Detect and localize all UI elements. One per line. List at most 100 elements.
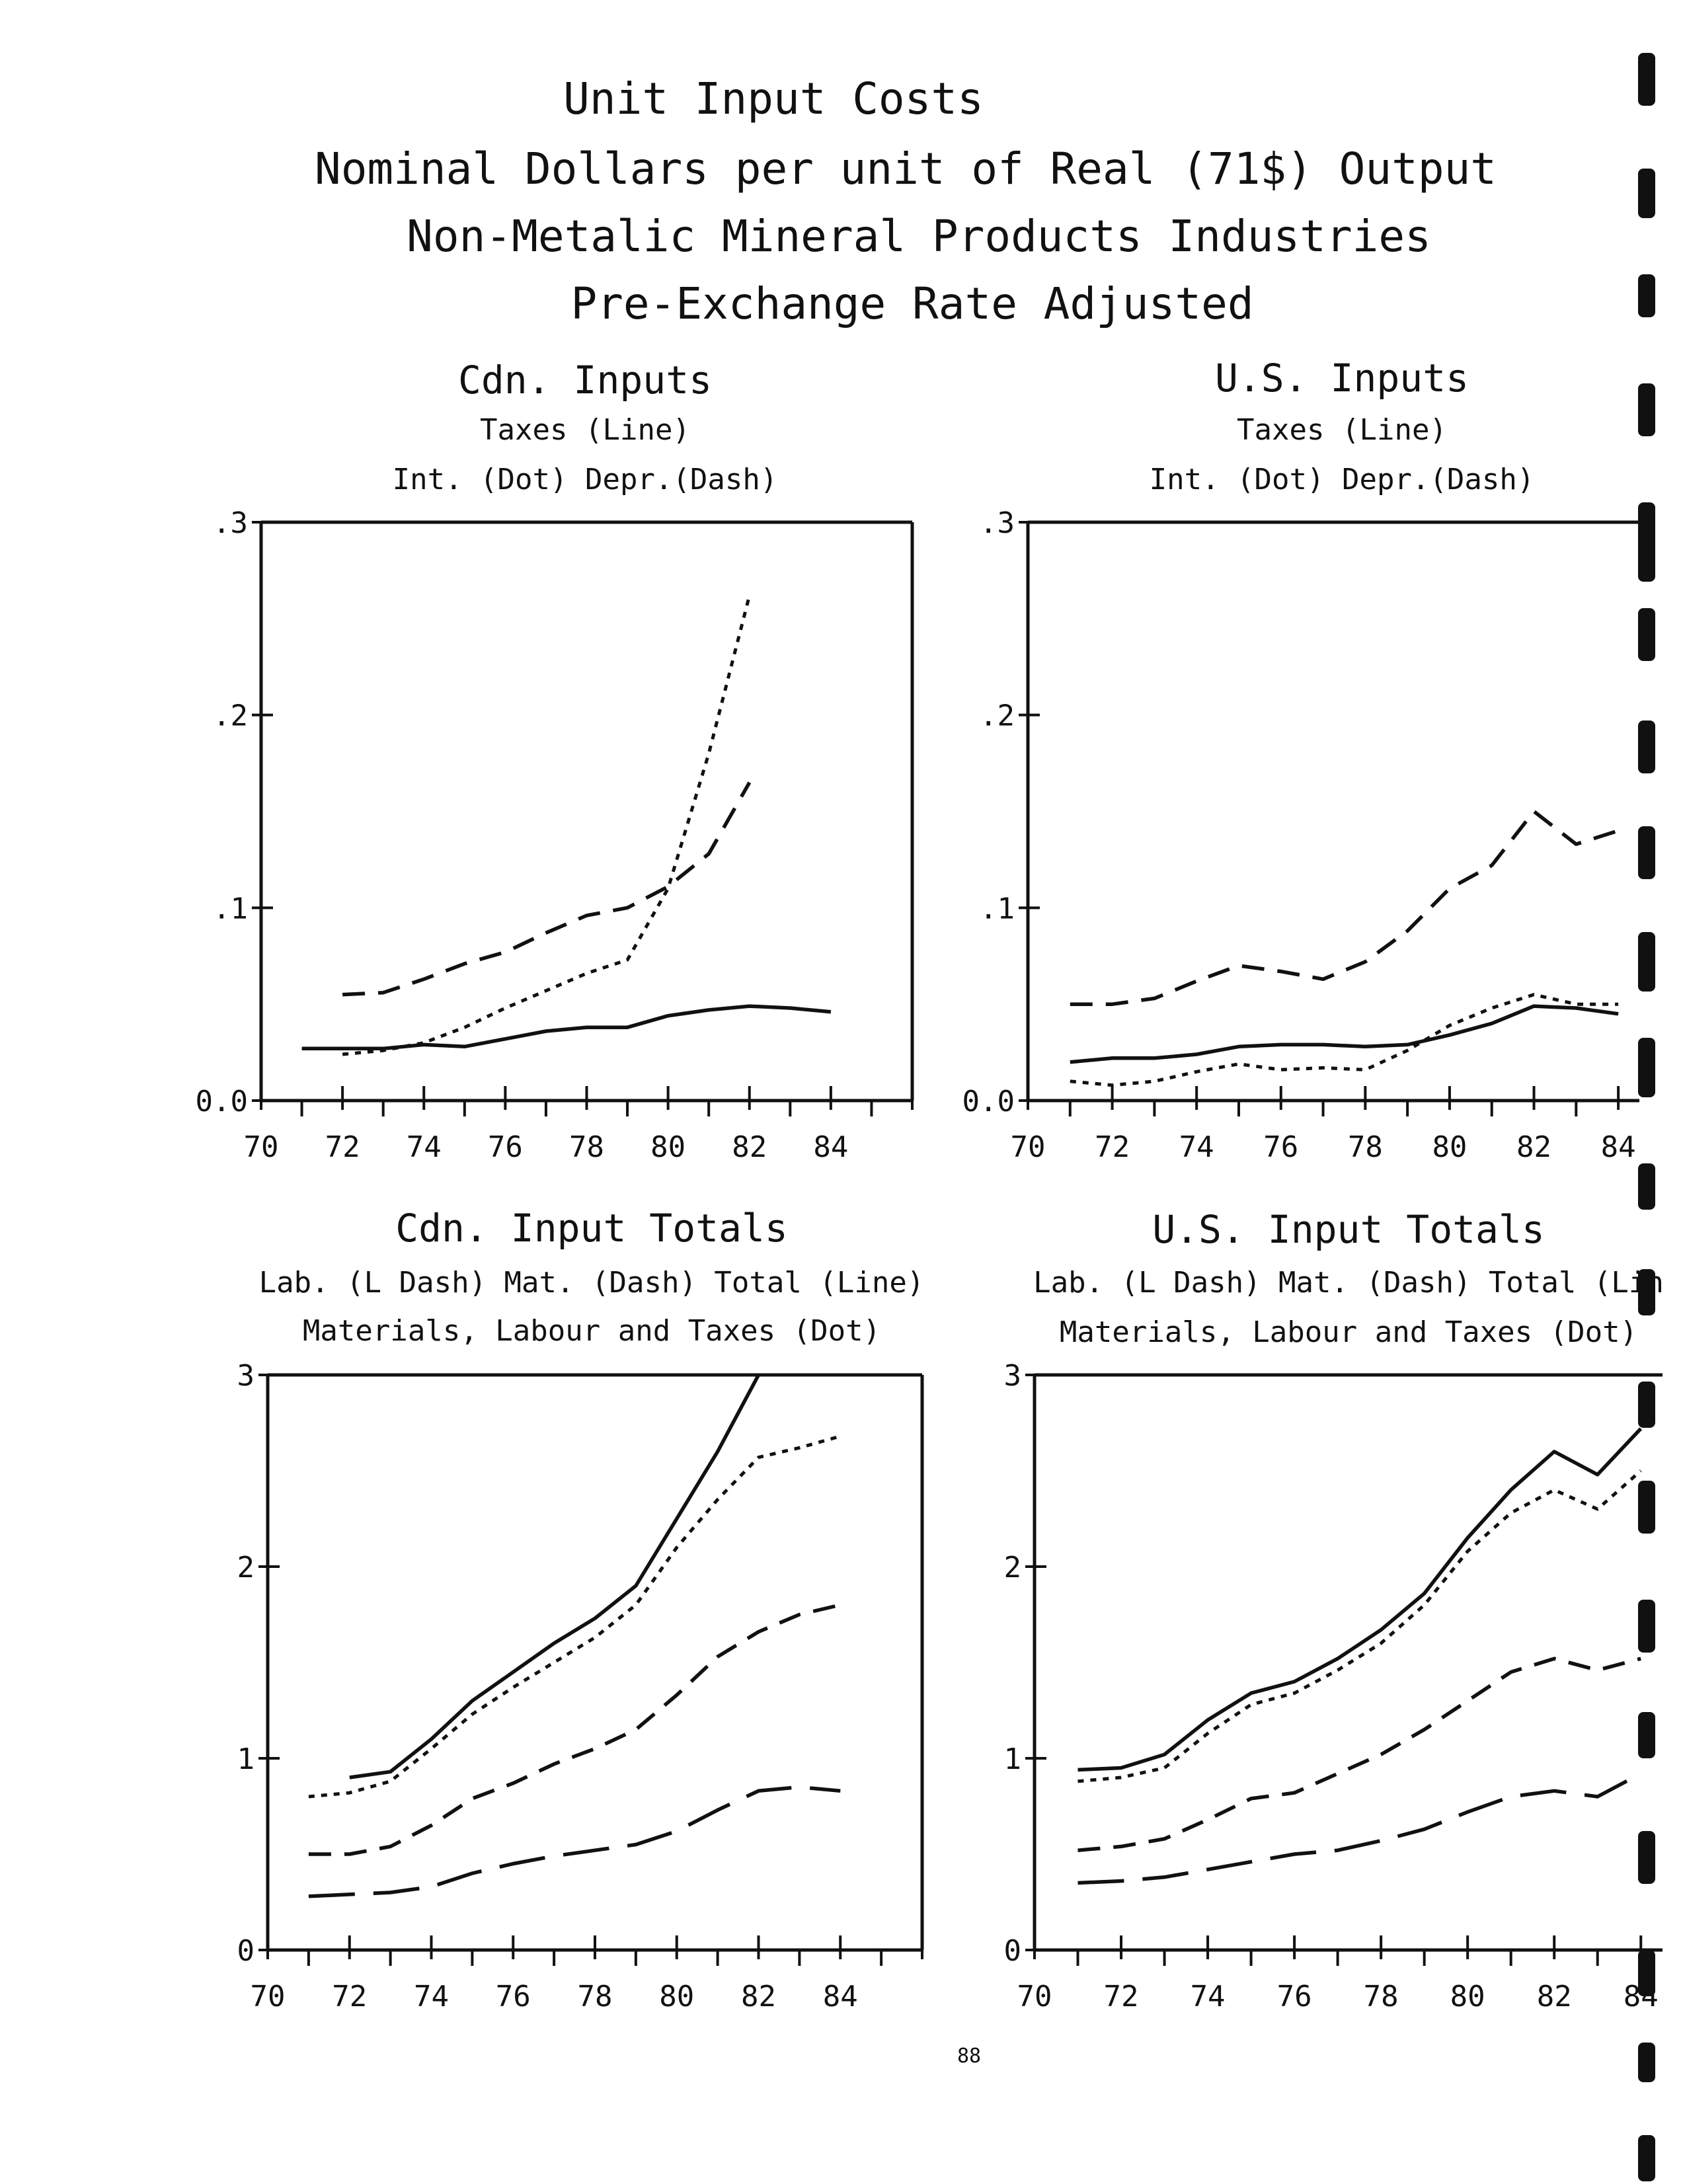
binder-mark <box>1638 1831 1655 1884</box>
series-line-depr <box>342 781 752 997</box>
x-tick-label: 84 <box>823 1980 858 2013</box>
chart-cdn-inputs: Cdn. Inputs Taxes (Line) Int. (Dot) Depr.(… <box>196 358 914 1164</box>
y-tick-label: 2 <box>237 1551 255 1584</box>
y-tick-label: .3 <box>213 506 248 540</box>
series-line-materials-labour-and-taxes <box>1077 1469 1642 1783</box>
y-tick-label: 3 <box>237 1359 255 1393</box>
binder-mark <box>1638 608 1655 661</box>
x-tick-label: 82 <box>1537 1980 1572 2013</box>
x-tick-label: 80 <box>659 1980 694 2013</box>
page-number: 88 <box>957 2045 981 2068</box>
binder-mark <box>1638 1481 1655 1534</box>
y-tick-label: 2 <box>1004 1551 1022 1584</box>
main-title-line-4: Pre-Exchange Rate Adjusted <box>570 278 1253 329</box>
binder-mark <box>1638 274 1655 317</box>
x-tick-label: 84 <box>813 1130 848 1164</box>
x-tick-label: 76 <box>488 1130 523 1164</box>
binder-mark <box>1638 932 1655 992</box>
series-line-mat <box>308 1603 841 1856</box>
x-tick-label: 70 <box>1017 1980 1052 2013</box>
y-tick-label: .2 <box>980 699 1015 733</box>
y-tick-label: 0.0 <box>196 1085 248 1118</box>
x-tick-label: 74 <box>1191 1980 1226 2013</box>
x-tick-label: 74 <box>1179 1130 1214 1164</box>
series-line-total <box>349 1374 760 1779</box>
legend-line: Lab. (L Dash) Mat. (Dash) Total (Line) <box>259 1266 925 1300</box>
y-tick-label: 0.0 <box>962 1085 1015 1118</box>
binder-mark <box>1638 383 1655 436</box>
chart-title: U.S. Inputs <box>1215 356 1469 401</box>
x-tick-label: 76 <box>496 1980 531 2013</box>
y-tick-label: .1 <box>980 892 1015 925</box>
legend-line: Materials, Labour and Taxes (Dot) <box>303 1314 881 1348</box>
series-line-lab <box>308 1785 841 1898</box>
legend-line: Materials, Labour and Taxes (Dot) <box>1060 1315 1637 1349</box>
x-tick-label: 82 <box>1516 1130 1551 1164</box>
legend-line: Taxes (Line) <box>480 413 690 447</box>
binder-mark <box>1638 1950 1655 1996</box>
y-tick-label: 0 <box>237 1934 255 1968</box>
x-tick-label: 78 <box>1364 1980 1399 2013</box>
chart-title: Cdn. Inputs <box>458 358 712 403</box>
binder-mark <box>1638 721 1655 773</box>
binder-mark <box>1638 1600 1655 1653</box>
x-tick-label: 78 <box>569 1130 604 1164</box>
chart-us-inputs: U.S. Inputs Taxes (Line) Int. (Dot) Depr.(… <box>962 356 1639 1164</box>
x-tick-label: 80 <box>1450 1980 1485 2013</box>
binder-mark <box>1638 502 1655 582</box>
series-line-materials-labour-and-taxes <box>308 1434 841 1799</box>
y-tick-label: .2 <box>213 699 248 733</box>
x-tick-label: 82 <box>732 1130 767 1164</box>
x-tick-label: 84 <box>1601 1130 1636 1164</box>
chart-us-input-totals: U.S. Input Totals Lab. (L Dash) Mat. (Das… <box>1004 1207 1664 2013</box>
y-tick-label: .1 <box>213 892 248 925</box>
legend-line: Lab. (L Dash) Mat. (Dash) Total (Lin <box>1033 1266 1664 1300</box>
series-line-lab <box>1077 1772 1642 1885</box>
legend-line: Int. (Dot) Depr.(Dash) <box>1150 463 1535 496</box>
binder-mark <box>1638 826 1655 879</box>
binder-mark <box>1638 169 1655 218</box>
x-tick-label: 72 <box>325 1130 360 1164</box>
y-tick-label: 0 <box>1004 1934 1022 1968</box>
y-tick-label: 1 <box>1004 1742 1022 1776</box>
series-line-total <box>1077 1427 1643 1772</box>
series-line-int <box>1070 993 1619 1087</box>
x-tick-label: 76 <box>1277 1980 1312 2013</box>
main-title: Unit Input Costs Nominal Dollars per uni… <box>315 73 1497 329</box>
binder-mark <box>1638 2043 1655 2082</box>
legend-line: Int. (Dot) Depr.(Dash) <box>393 463 778 496</box>
series-line-taxes <box>301 1004 832 1051</box>
x-tick-label: 78 <box>1348 1130 1383 1164</box>
x-tick-label: 80 <box>1432 1130 1467 1164</box>
series-line-int <box>342 595 752 1056</box>
x-tick-label: 78 <box>578 1980 613 2013</box>
x-tick-label: 82 <box>741 1980 776 2013</box>
x-tick-label: 80 <box>650 1130 685 1164</box>
series-line-taxes <box>1070 1004 1619 1064</box>
series-line-depr <box>1070 809 1619 1006</box>
x-tick-label: 70 <box>244 1130 279 1164</box>
x-tick-label: 72 <box>1095 1130 1130 1164</box>
binder-mark <box>1638 1382 1655 1428</box>
binder-mark <box>1638 2135 1655 2181</box>
series-line-mat <box>1077 1657 1641 1852</box>
y-tick-label: 3 <box>1004 1359 1022 1393</box>
legend-line: Taxes (Line) <box>1237 413 1447 447</box>
y-tick-label: 1 <box>237 1742 255 1776</box>
x-tick-label: 74 <box>407 1130 442 1164</box>
main-title-line-3: Non-Metalic Mineral Products Industries <box>407 211 1431 262</box>
x-tick-label: 70 <box>251 1980 286 2013</box>
y-tick-label: .3 <box>980 506 1015 540</box>
x-tick-label: 70 <box>1011 1130 1046 1164</box>
x-tick-label: 76 <box>1263 1130 1298 1164</box>
binder-mark <box>1638 1712 1655 1758</box>
binder-mark <box>1638 1269 1655 1315</box>
x-tick-label: 72 <box>1104 1980 1139 2013</box>
main-title-line-2: Nominal Dollars per unit of Real (71$) O… <box>315 143 1497 194</box>
x-tick-label: 72 <box>332 1980 367 2013</box>
x-tick-label: 74 <box>414 1980 449 2013</box>
chart-title: Cdn. Input Totals <box>395 1206 788 1251</box>
binder-mark <box>1638 53 1655 106</box>
binder-mark <box>1638 1163 1655 1210</box>
